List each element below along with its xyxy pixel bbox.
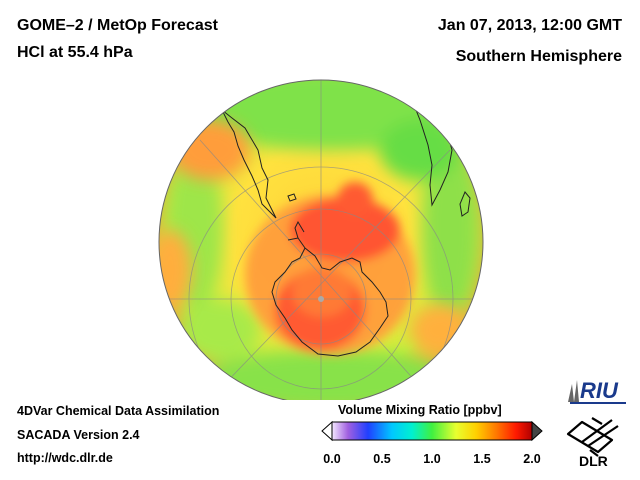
green-band-east [422, 140, 478, 320]
vortex-center [292, 267, 352, 317]
colorbar-min-arrow [321, 420, 333, 442]
vortex-core-arm [337, 182, 373, 218]
south-america-coast [221, 109, 277, 219]
colorbar [321, 420, 543, 442]
orange-patch-nw [170, 120, 250, 180]
green-patch-ne [380, 120, 460, 180]
colorbar-tick-2: 1.0 [423, 452, 441, 466]
title-line-1: GOME–2 / MetOp Forecast [17, 17, 218, 34]
dlr-logo: DLR [566, 417, 619, 468]
falklands [287, 193, 297, 202]
colorbar-title: Volume Mixing Ratio [ppbv] [338, 403, 502, 417]
antarctic-peninsula [294, 220, 305, 239]
date-label: Jan 07, 2013, 12:00 GMT [437, 17, 622, 34]
antarctica-coast [271, 237, 389, 357]
footer-url: http://wdc.dlr.de [17, 451, 113, 465]
dlr-logo-text: DLR [579, 453, 608, 468]
orange-patch-se [410, 304, 470, 356]
hemisphere-label: Southern Hemisphere [455, 48, 622, 65]
colorbar-tick-3: 1.5 [473, 452, 491, 466]
globe-outline [158, 79, 484, 400]
green-patch-sw [180, 300, 260, 360]
orange-patch-w [159, 230, 192, 310]
hemisphere-map [158, 79, 484, 400]
colorbar-tick-0: 0.0 [323, 452, 341, 466]
coastlines [221, 89, 471, 357]
south-pole-marker [318, 296, 324, 302]
title-line-2: HCl at 55.4 hPa [17, 44, 133, 61]
colorbar-max-arrow [531, 420, 543, 442]
colorbar-gradient [331, 421, 533, 441]
colorbar-tick-1: 0.5 [373, 452, 391, 466]
footer-line-1: 4DVar Chemical Data Assimilation [17, 404, 220, 418]
colorbar-tick-4: 2.0 [523, 452, 541, 466]
madagascar [459, 191, 471, 217]
riu-logo-text: RIU [580, 378, 619, 403]
footer-line-2: SACADA Version 2.4 [17, 428, 140, 442]
riu-logo: RIU [568, 378, 626, 404]
vortex-core-upper [290, 198, 400, 262]
